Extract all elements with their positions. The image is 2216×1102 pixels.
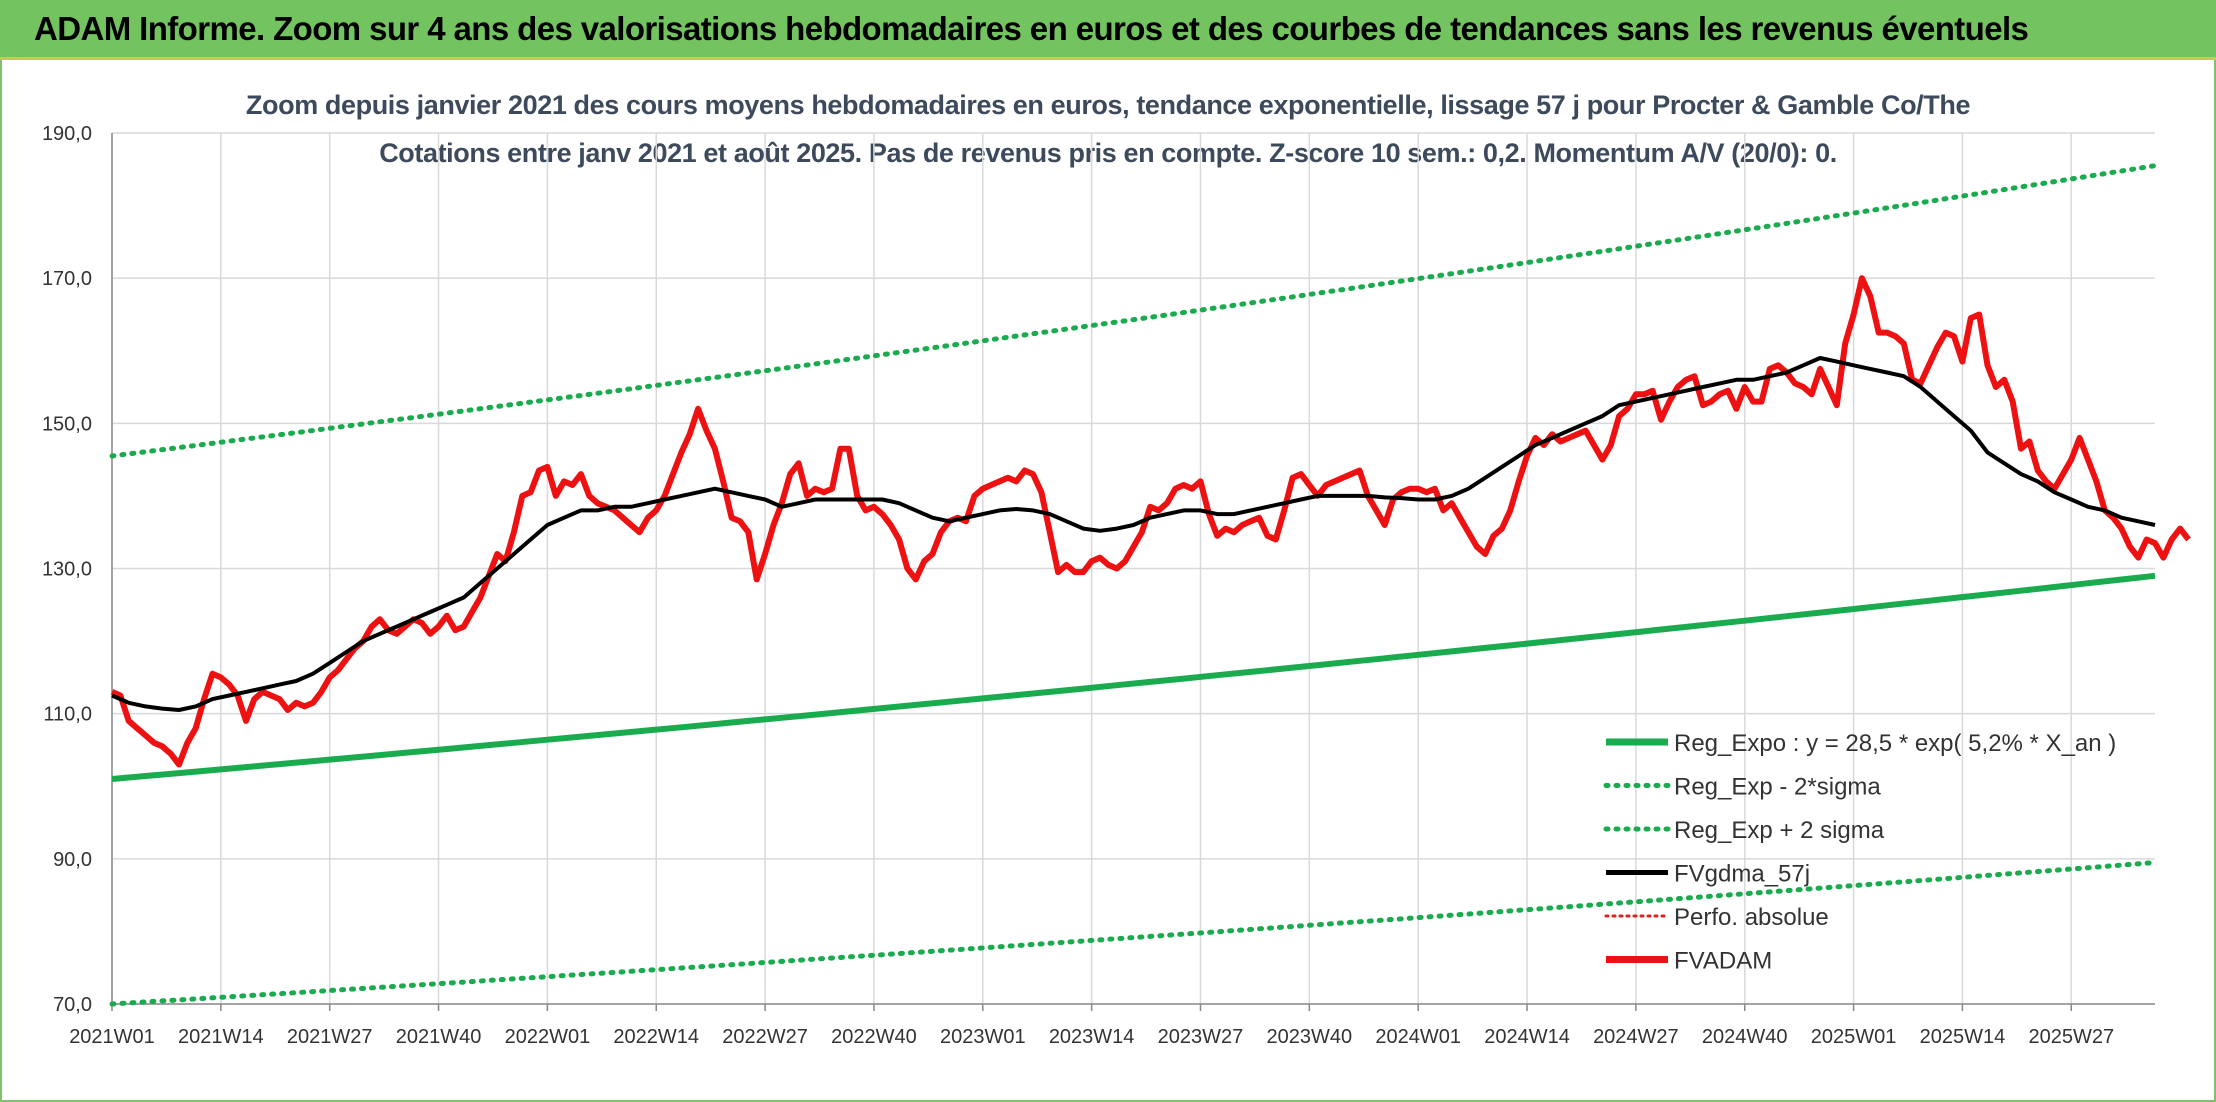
- series-reg-exp-plus-2-sigma: [109, 163, 2158, 459]
- y-tick-label: 150,0: [42, 413, 92, 435]
- banner-title: ADAM Informe. Zoom sur 4 ans des valoris…: [34, 10, 2029, 47]
- legend-fvadam-label: FVADAM: [1674, 948, 1772, 975]
- x-tick-label: 2025W14: [1920, 1026, 2006, 1048]
- report-banner: ADAM Informe. Zoom sur 4 ans des valoris…: [0, 0, 2216, 60]
- x-tick-label: 2022W01: [505, 1026, 591, 1048]
- x-tick-label: 2024W01: [1375, 1026, 1461, 1048]
- chart-axes: 70,0 90,0 110,0 130,0 150,0 170,0 190,0 2021W01…: [42, 123, 2155, 1048]
- x-tick-label: 2023W14: [1049, 1026, 1135, 1048]
- legend-fvgdma-label: FVgdma_57j: [1674, 861, 1810, 888]
- chart-grid: [111, 132, 2155, 1005]
- series-reg-expo: [111, 572, 2156, 782]
- series-reg-exp-minus-2-sigma: [109, 860, 2158, 1007]
- x-tick-label: 2021W14: [178, 1026, 264, 1048]
- y-tick-label: 70,0: [53, 994, 92, 1016]
- y-tick-label: 130,0: [42, 559, 92, 581]
- x-tick-label: 2024W27: [1593, 1026, 1679, 1048]
- y-tick-label: 190,0: [42, 123, 92, 145]
- x-tick-label: 2021W40: [396, 1026, 482, 1048]
- legend-reg-expo-label: Reg_Expo : y = 28,5 * exp( 5,2% * X_an ): [1674, 730, 2116, 757]
- x-tick-label: 2021W27: [287, 1026, 373, 1048]
- x-tick-label: 2023W40: [1267, 1026, 1353, 1048]
- chart-subtitle: Cotations entre janv 2021 et août 2025. …: [379, 138, 1837, 168]
- y-tick-label: 90,0: [53, 849, 92, 871]
- chart-legend: Reg_Expo : y = 28,5 * exp( 5,2% * X_an )…: [1603, 730, 2116, 975]
- x-tick-label: 2021W01: [69, 1026, 155, 1048]
- x-tick-label: 2022W27: [722, 1026, 808, 1048]
- y-tick-label: 170,0: [42, 268, 92, 290]
- y-tick-label: 110,0: [43, 704, 92, 726]
- x-tick-label: 2025W27: [2028, 1026, 2114, 1048]
- legend-perfo-absolue-label: Perfo. absolue: [1674, 904, 1829, 931]
- x-tick-label: 2023W27: [1158, 1026, 1244, 1048]
- chart-title: Zoom depuis janvier 2021 des cours moyen…: [246, 90, 1971, 120]
- x-tick-label: 2023W01: [940, 1026, 1026, 1048]
- x-tick-label: 2022W40: [831, 1026, 917, 1048]
- series-fvadam: [110, 275, 2191, 768]
- legend-reg-exp-minus-label: Reg_Exp - 2*sigma: [1674, 774, 1881, 801]
- legend-reg-exp-plus-label: Reg_Exp + 2 sigma: [1674, 817, 1885, 844]
- x-tick-label: 2022W14: [613, 1026, 699, 1048]
- x-tick-label: 2024W40: [1702, 1026, 1788, 1048]
- x-tick-label: 2025W01: [1811, 1026, 1897, 1048]
- chart-series: [109, 163, 2191, 1007]
- series-fvgdma-57j: [111, 356, 2156, 712]
- x-tick-label: 2024W14: [1484, 1026, 1570, 1048]
